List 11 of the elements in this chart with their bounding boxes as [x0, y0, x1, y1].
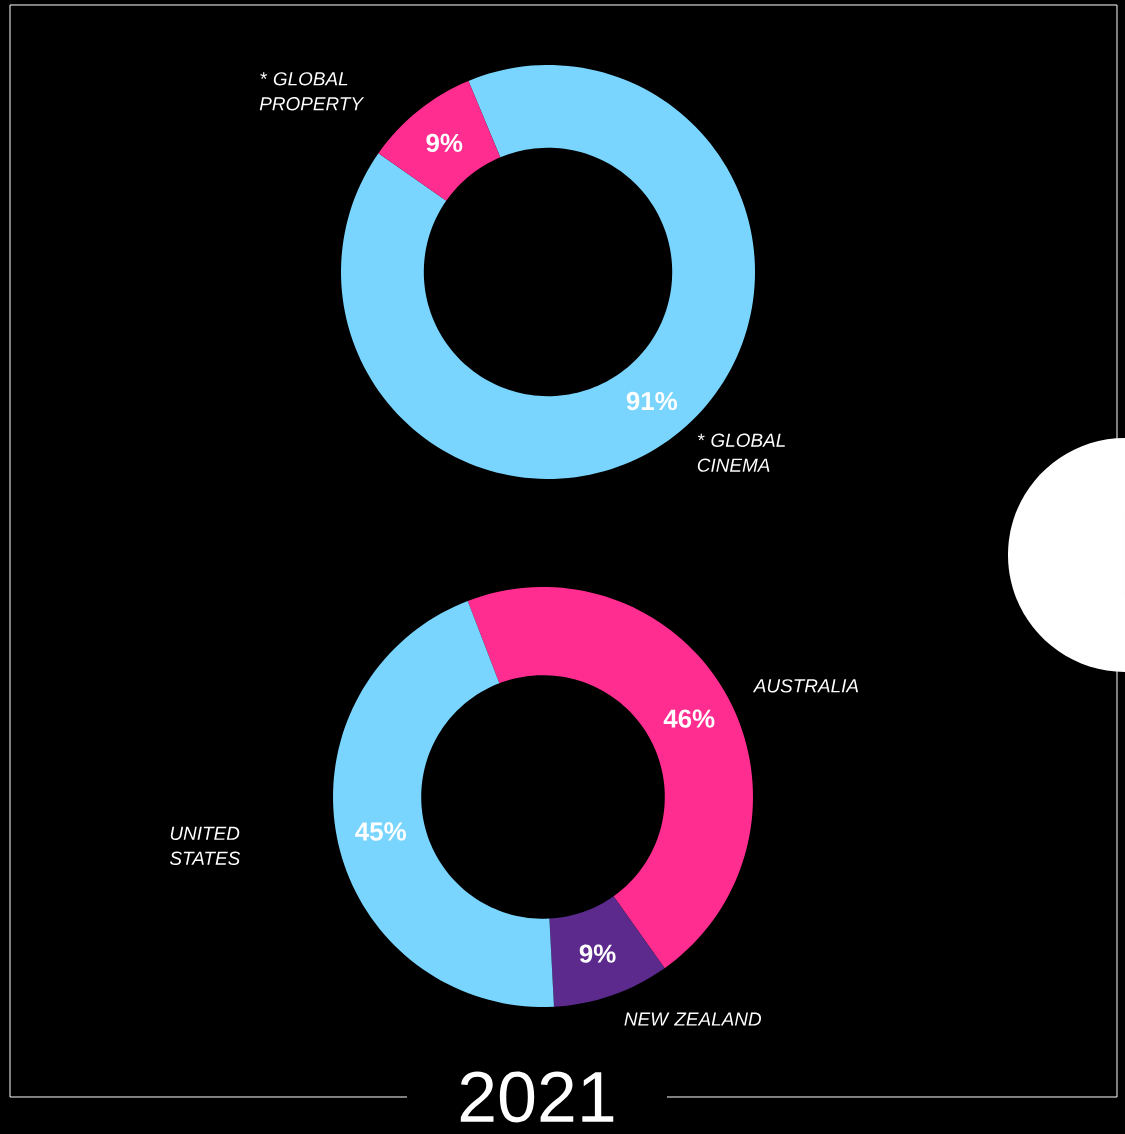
data-label: 91%	[626, 391, 678, 411]
text: 2021	[460, 1071, 614, 1123]
slice-label: NEW ZEALAND	[624, 1012, 762, 1026]
data-label: 9%	[579, 944, 616, 963]
data-label: 9%	[426, 133, 463, 153]
slice-label: AUSTRALIA	[752, 679, 858, 693]
data-label: 46%	[663, 709, 715, 728]
slice-label: UNITED STATES	[169, 826, 241, 865]
data-label: 45%	[355, 822, 406, 841]
slice-label: * GLOBAL PROPERTY	[259, 72, 365, 111]
slice-label: * GLOBAL CINEMA	[697, 433, 785, 472]
